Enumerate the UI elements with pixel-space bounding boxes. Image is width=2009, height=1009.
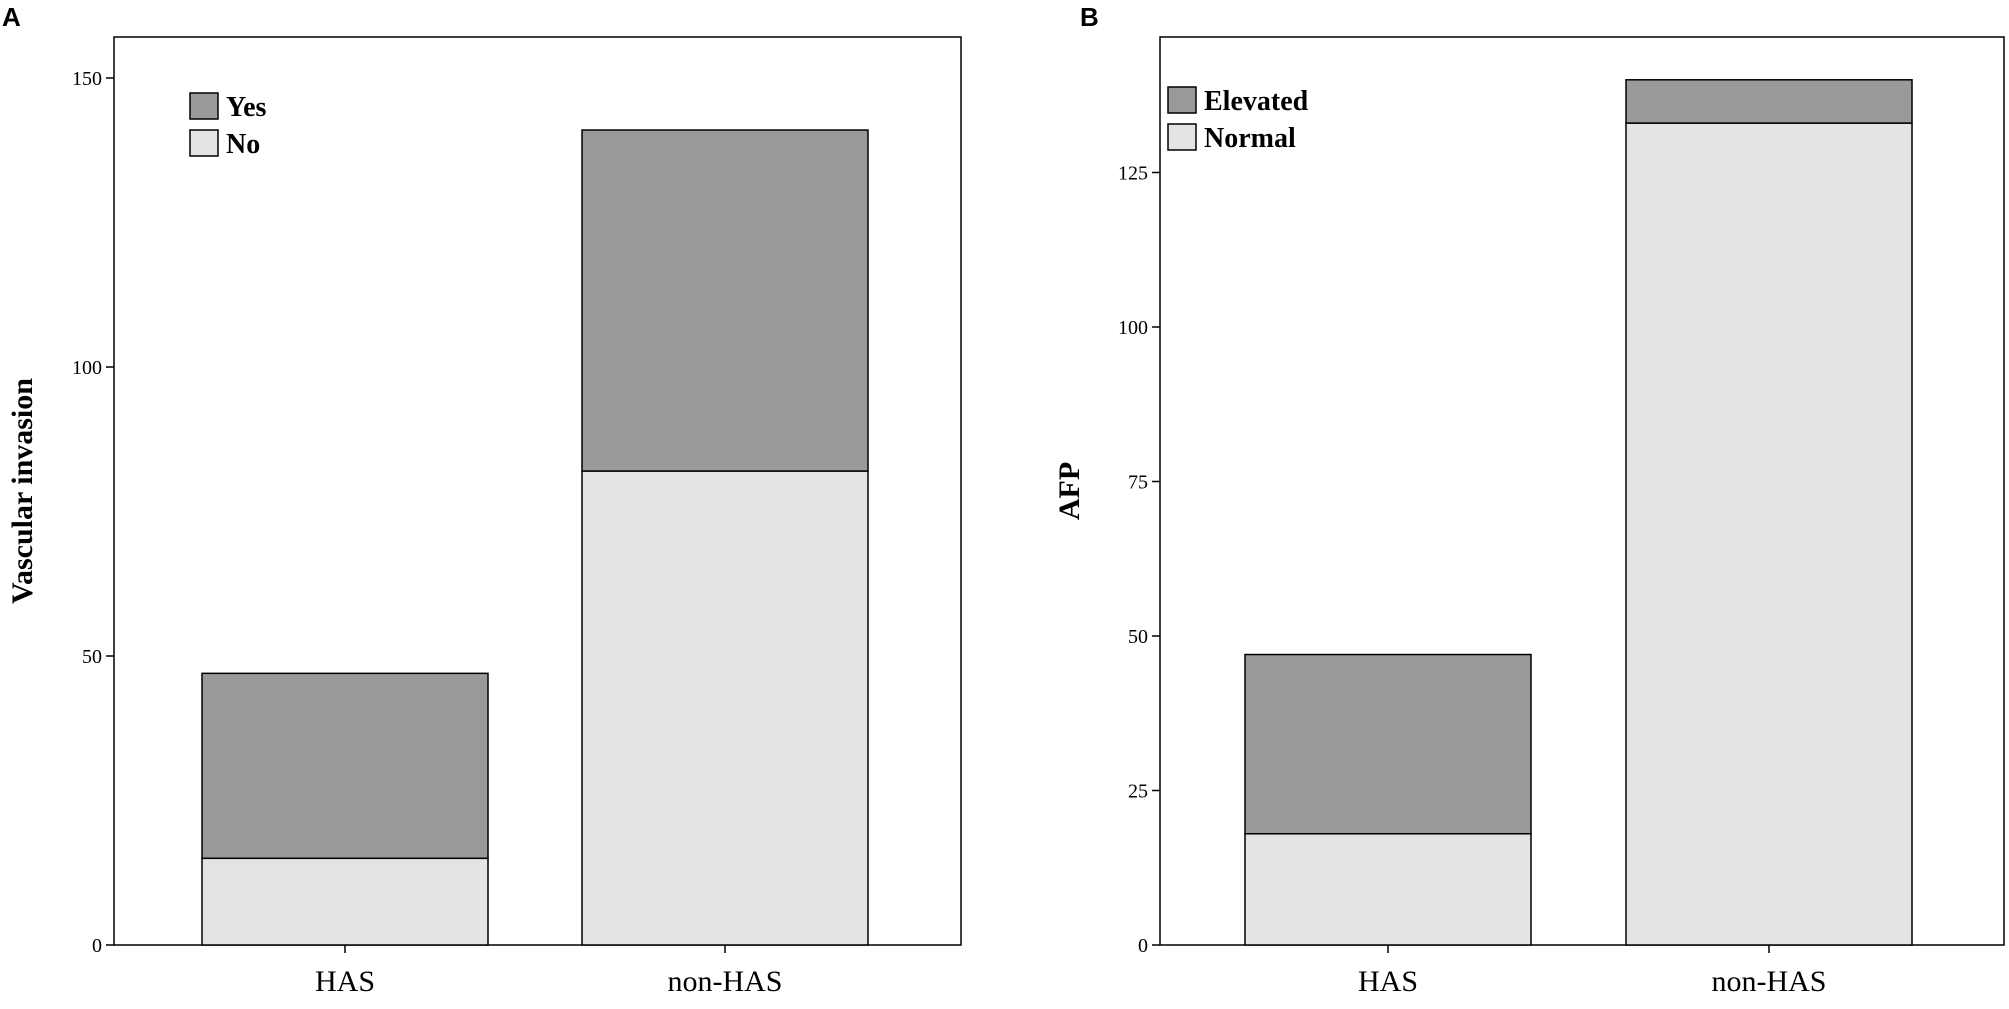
- panel-letter: B: [1080, 2, 1099, 32]
- bar-yes-non-has: [581, 129, 869, 472]
- y-tick-label: 25: [1128, 781, 1148, 803]
- bar-elevated-has: [1244, 653, 1532, 835]
- bar-no-has: [201, 857, 489, 946]
- x-category-label: HAS: [315, 965, 375, 998]
- y-axis-title: AFP: [1053, 462, 1086, 520]
- legend-label-yes: Yes: [226, 92, 267, 123]
- legend-swatch-elevated: [1167, 86, 1197, 114]
- plot-frame: [113, 36, 962, 946]
- legend-swatch-normal: [1167, 123, 1197, 151]
- y-tick-label: 150: [72, 68, 102, 90]
- chart-panel-a: A 0 50 100 150 HAS non-HAS Vascular invasion Yes…: [2, 2, 962, 998]
- y-tick-label: 100: [1118, 317, 1148, 339]
- legend: Elevated Normal: [1167, 86, 1309, 154]
- legend-label-normal: Normal: [1204, 123, 1296, 154]
- bar-yes-has: [201, 672, 489, 860]
- bar-normal-non-has: [1625, 122, 1913, 946]
- y-tick-label: 50: [1128, 626, 1148, 648]
- panel-letter: A: [2, 2, 21, 32]
- y-tick-label: 0: [92, 935, 102, 957]
- y-tick-label: 100: [72, 357, 102, 379]
- plot-frame: [1159, 36, 2005, 946]
- x-category-label: non-HAS: [667, 965, 782, 998]
- legend-swatch-yes: [189, 92, 219, 120]
- x-category-label: non-HAS: [1711, 965, 1826, 998]
- legend-label-no: No: [226, 129, 260, 160]
- y-tick-label: 75: [1128, 472, 1148, 494]
- bar-no-non-has: [581, 470, 869, 946]
- y-axis-title: Vascular invasion: [6, 378, 39, 604]
- legend-swatch-no: [189, 129, 219, 157]
- legend: Yes No: [189, 92, 267, 160]
- chart-panel-b: B 0 25 50 75 100 125 HAS non-HAS AFP Elevated Norma…: [1053, 2, 2005, 998]
- bar-elevated-non-has: [1625, 79, 1913, 124]
- legend-label-elevated: Elevated: [1204, 86, 1309, 117]
- y-tick-label: 50: [82, 646, 102, 668]
- y-tick-label: 0: [1138, 935, 1148, 957]
- x-category-label: HAS: [1358, 965, 1418, 998]
- y-tick-label: 125: [1118, 163, 1148, 185]
- bar-normal-has: [1244, 833, 1532, 946]
